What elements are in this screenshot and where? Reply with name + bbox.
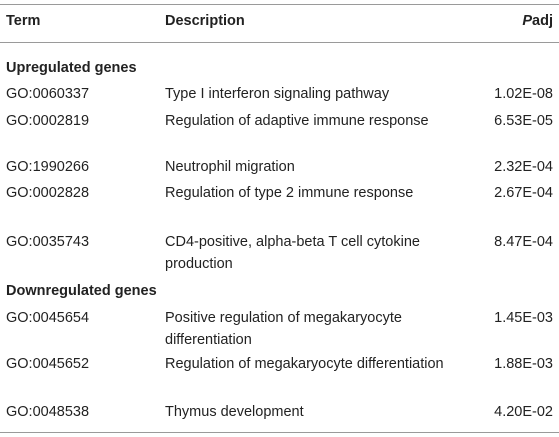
table-row-description: Positive regulation of megakaryocyte dif… xyxy=(165,310,402,348)
bottom-rule xyxy=(0,432,559,433)
header-description: Description xyxy=(165,13,245,29)
header-term: Term xyxy=(6,13,41,29)
table-row-padj: 1.45E-03 xyxy=(494,310,553,326)
table-row-term: GO:0045652 xyxy=(6,356,90,372)
table-row-term: GO:0060337 xyxy=(6,86,90,102)
header-rule xyxy=(0,42,559,43)
table-row-padj: 6.53E-05 xyxy=(494,113,553,129)
table-row-term: GO:0048538 xyxy=(6,404,90,420)
table-row-description: CD4-positive, alpha-beta T cell cytokine… xyxy=(165,234,420,272)
header-padj: Padj xyxy=(522,10,553,32)
table-row-padj: 1.02E-08 xyxy=(494,86,553,102)
top-rule xyxy=(0,4,559,5)
table-row-padj: 1.88E-03 xyxy=(494,356,553,372)
table-row-description: Regulation of adaptive immune response xyxy=(165,113,429,129)
section-title-upregulated: Upregulated genes xyxy=(6,60,137,76)
table-row-term: GO:0035743 xyxy=(6,234,90,250)
table-row-term: GO:0045654 xyxy=(6,310,90,326)
header-padj-adj: adj xyxy=(532,13,553,29)
table-row-description: Regulation of type 2 immune response xyxy=(165,185,414,201)
table-row-description: Type I interferon signaling pathway xyxy=(165,86,390,102)
table-row-padj: 2.32E-04 xyxy=(494,159,553,175)
table-row-padj: 2.67E-04 xyxy=(494,185,553,201)
section-title-downregulated: Downregulated genes xyxy=(6,283,157,299)
table-row-term: GO:1990266 xyxy=(6,159,90,175)
table-row-description: Thymus development xyxy=(165,404,304,420)
table-row-padj: 8.47E-04 xyxy=(494,234,553,250)
table-row-description: Neutrophil migration xyxy=(165,159,295,175)
header-padj-p: P xyxy=(522,13,533,29)
table-row-description: Regulation of megakaryocyte differentiat… xyxy=(165,356,444,372)
table-row-padj: 4.20E-02 xyxy=(494,404,553,420)
table-row-term: GO:0002828 xyxy=(6,185,90,201)
table-row-term: GO:0002819 xyxy=(6,113,90,129)
